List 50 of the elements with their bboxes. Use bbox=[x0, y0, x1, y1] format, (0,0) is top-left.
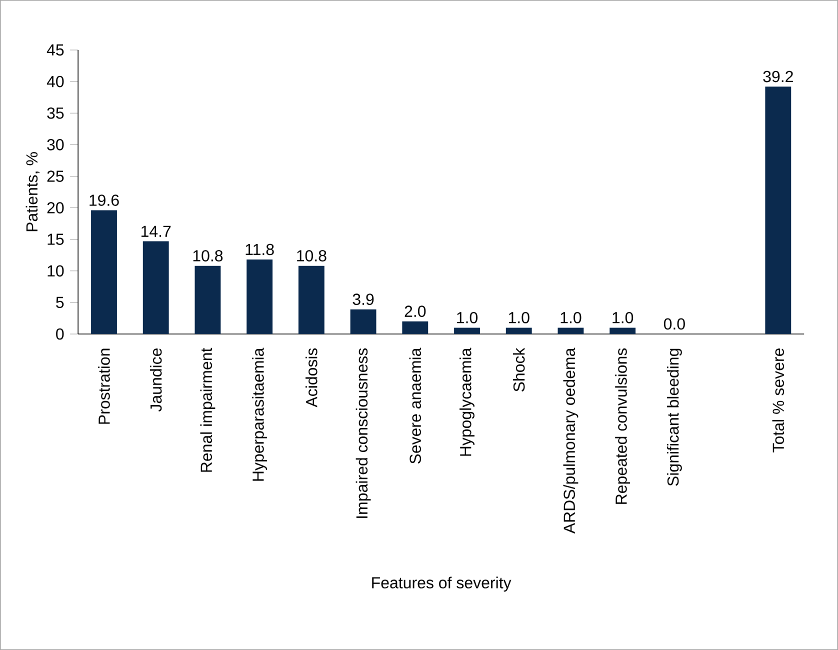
y-tick-label: 30 bbox=[47, 139, 64, 150]
y-tick-label: 5 bbox=[56, 296, 64, 308]
data-label: 19.6 bbox=[90, 194, 119, 206]
bar bbox=[765, 86, 792, 334]
x-tick-label: Significant bleeding bbox=[666, 348, 682, 486]
x-tick-label: Hypoglycaemia bbox=[460, 348, 474, 456]
x-tick-label: Jaundice bbox=[150, 348, 162, 412]
data-label: 1.0 bbox=[457, 312, 478, 324]
y-tick-label: 0 bbox=[56, 328, 64, 340]
bar bbox=[402, 321, 428, 334]
x-tick-label: Renal impairment bbox=[200, 348, 216, 472]
x-tick-label: Repeated convulsions bbox=[615, 348, 630, 504]
x-tick-label: Severe anaemia bbox=[409, 348, 422, 464]
bar bbox=[610, 328, 636, 334]
x-tick-label: Impaired consciousness bbox=[356, 348, 371, 518]
y-tick-label: 10 bbox=[48, 265, 64, 277]
y-tick-label: 40 bbox=[46, 76, 64, 88]
x-tick-label: ARDS/pulmonary oedema bbox=[563, 348, 578, 534]
bar bbox=[506, 328, 532, 334]
x-tick-label: Total % severe bbox=[772, 348, 784, 452]
x-tick-label: Acidosis bbox=[306, 348, 318, 408]
bar bbox=[91, 210, 117, 334]
y-axis-title: Patients, % bbox=[26, 152, 40, 232]
bar bbox=[558, 328, 584, 334]
bar bbox=[298, 266, 324, 334]
x-tick-label: Hyperparasitaemia bbox=[252, 348, 268, 481]
y-tick-label: 45 bbox=[46, 44, 64, 56]
y-tick-label: 25 bbox=[47, 170, 64, 182]
data-label: 0.0 bbox=[664, 318, 685, 330]
bar bbox=[454, 328, 480, 334]
data-label: 3.9 bbox=[352, 294, 374, 305]
data-label: 1.0 bbox=[560, 312, 582, 324]
data-label: 10.8 bbox=[193, 250, 223, 262]
bar bbox=[142, 241, 169, 334]
data-label: 1.0 bbox=[508, 312, 530, 324]
x-tick-label: Prostration bbox=[98, 348, 110, 424]
y-tick-label: 15 bbox=[48, 234, 64, 245]
x-tick-label: Shock bbox=[512, 348, 525, 392]
data-label: 2.0 bbox=[404, 306, 426, 317]
data-label: 1.0 bbox=[612, 312, 634, 324]
data-label: 14.7 bbox=[142, 226, 171, 237]
bar bbox=[246, 260, 273, 334]
y-tick-label: 35 bbox=[47, 107, 64, 119]
data-label: 10.8 bbox=[297, 250, 326, 262]
x-axis-title: Features of severity bbox=[372, 576, 512, 592]
bar bbox=[194, 266, 221, 334]
data-label: 39.2 bbox=[763, 70, 793, 82]
y-tick-label: 20 bbox=[47, 202, 64, 214]
bar bbox=[350, 309, 376, 334]
data-label: 11.8 bbox=[246, 244, 274, 256]
